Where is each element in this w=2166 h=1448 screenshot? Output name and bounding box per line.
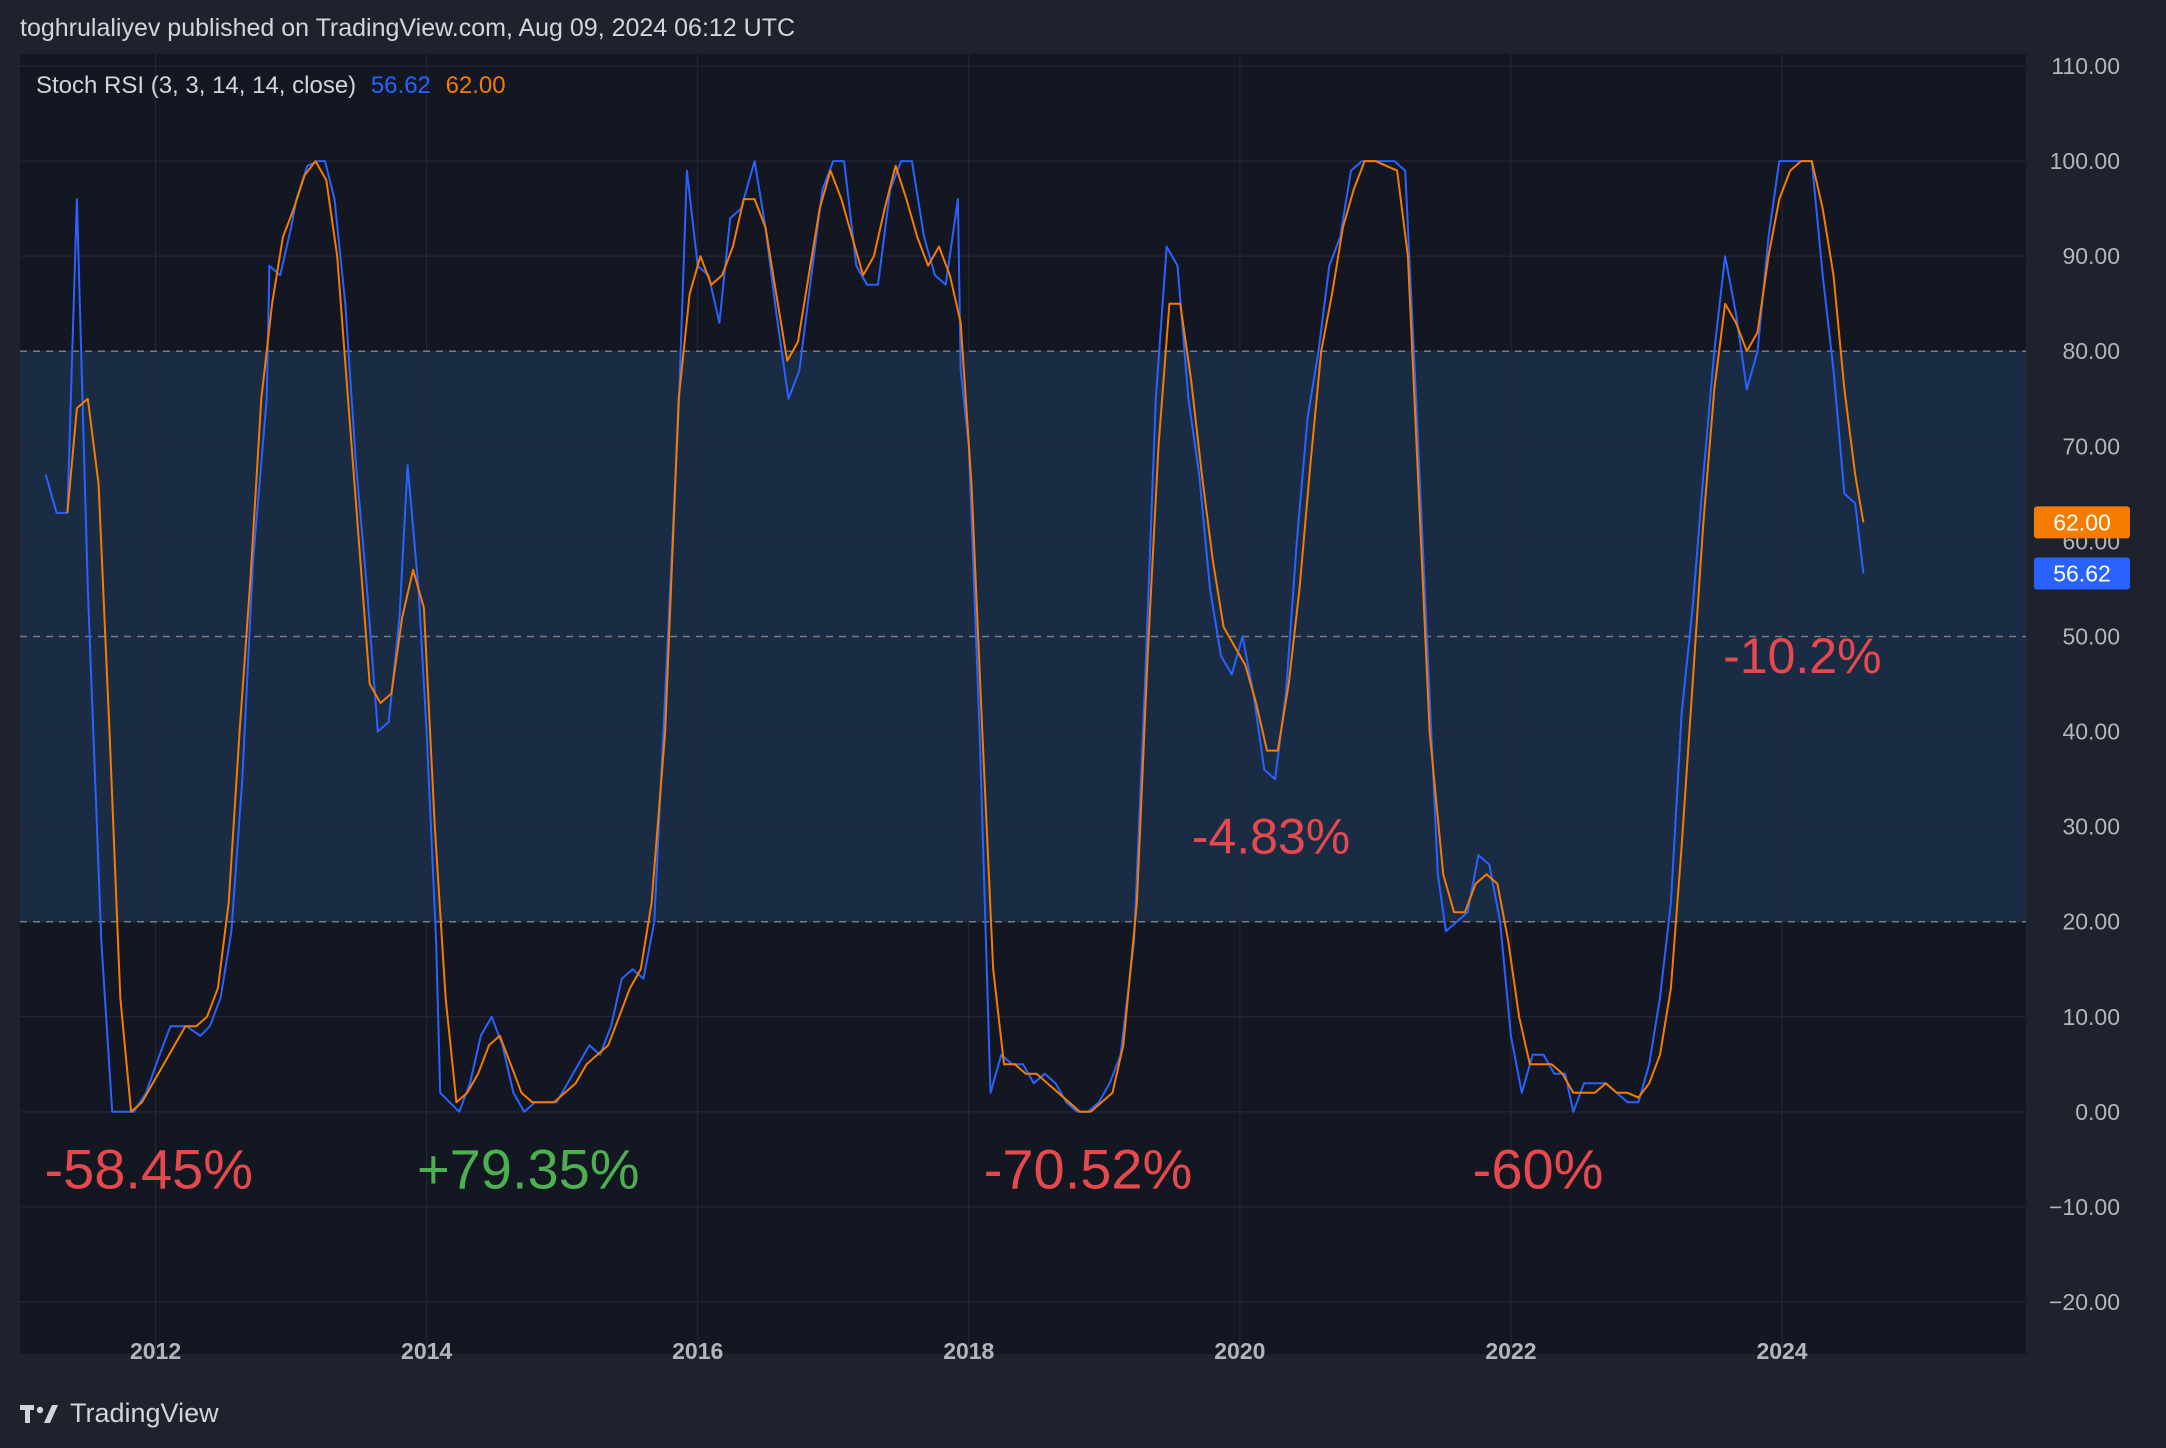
x-tick-label: 2012 [130, 1338, 181, 1364]
y-tick-label: −10.00 [2049, 1194, 2120, 1220]
publish-caption: toghrulaliyev published on TradingView.c… [20, 14, 796, 42]
series-line-d [66, 160, 1865, 1113]
performance-annotation: -58.45% [44, 1137, 253, 1200]
y-tick-label: 20.00 [2062, 909, 2120, 935]
performance-annotation: -70.52% [984, 1137, 1193, 1200]
x-tick-label: 2016 [672, 1338, 723, 1364]
d-value: 62.00 [445, 72, 506, 99]
tradingview-logo-icon [20, 1404, 58, 1423]
y-tick-label: 40.00 [2062, 719, 2120, 745]
y-tick-label: 0.00 [2075, 1099, 2120, 1125]
y-tick-label: 70.00 [2062, 433, 2120, 459]
y-tick-label: 110.00 [2051, 54, 2120, 79]
x-tick-label: 2014 [401, 1338, 452, 1364]
x-tick-label: 2018 [943, 1338, 994, 1364]
k-last-value-badge [2034, 557, 2130, 590]
y-tick-label: 90.00 [2062, 243, 2120, 269]
y-tick-label: 100.00 [2050, 148, 2120, 174]
performance-annotation: +79.35% [417, 1137, 640, 1200]
x-tick-label: 2020 [1214, 1338, 1265, 1364]
y-tick-label: 10.00 [2062, 1004, 2120, 1030]
indicator-legend[interactable]: Stoch RSI (3, 3, 14, 14, close) 56.62 62… [36, 72, 506, 100]
performance-annotation: -10.2% [1723, 628, 1881, 684]
performance-annotation: -60% [1473, 1137, 1604, 1200]
y-tick-label: 80.00 [2062, 338, 2120, 364]
k-last-value-label: 56.62 [2053, 561, 2111, 587]
y-tick-label: 50.00 [2062, 623, 2120, 649]
d-last-value-badge [2034, 506, 2130, 539]
stoch-rsi-chart[interactable]: 110.00100.0090.0080.0070.0060.0050.0040.… [20, 54, 2146, 1378]
d-last-value-label: 62.00 [2053, 509, 2111, 535]
performance-annotation: -4.83% [1192, 809, 1350, 865]
indicator-name: Stoch RSI (3, 3, 14, 14, close) [36, 72, 357, 99]
y-tick-label: 30.00 [2062, 814, 2120, 840]
k-value: 56.62 [370, 72, 431, 99]
y-tick-label: −20.00 [2049, 1289, 2120, 1315]
chart-area[interactable]: 110.00 100.00 90.00 80.00 70.00 60.00 50.00 40.… [20, 54, 2146, 1378]
x-tick-label: 2022 [1485, 1338, 1536, 1364]
brand-name: TradingView [70, 1398, 219, 1428]
tradingview-brand[interactable]: TradingView [20, 1398, 219, 1429]
x-tick-label: 2024 [1756, 1338, 1807, 1364]
